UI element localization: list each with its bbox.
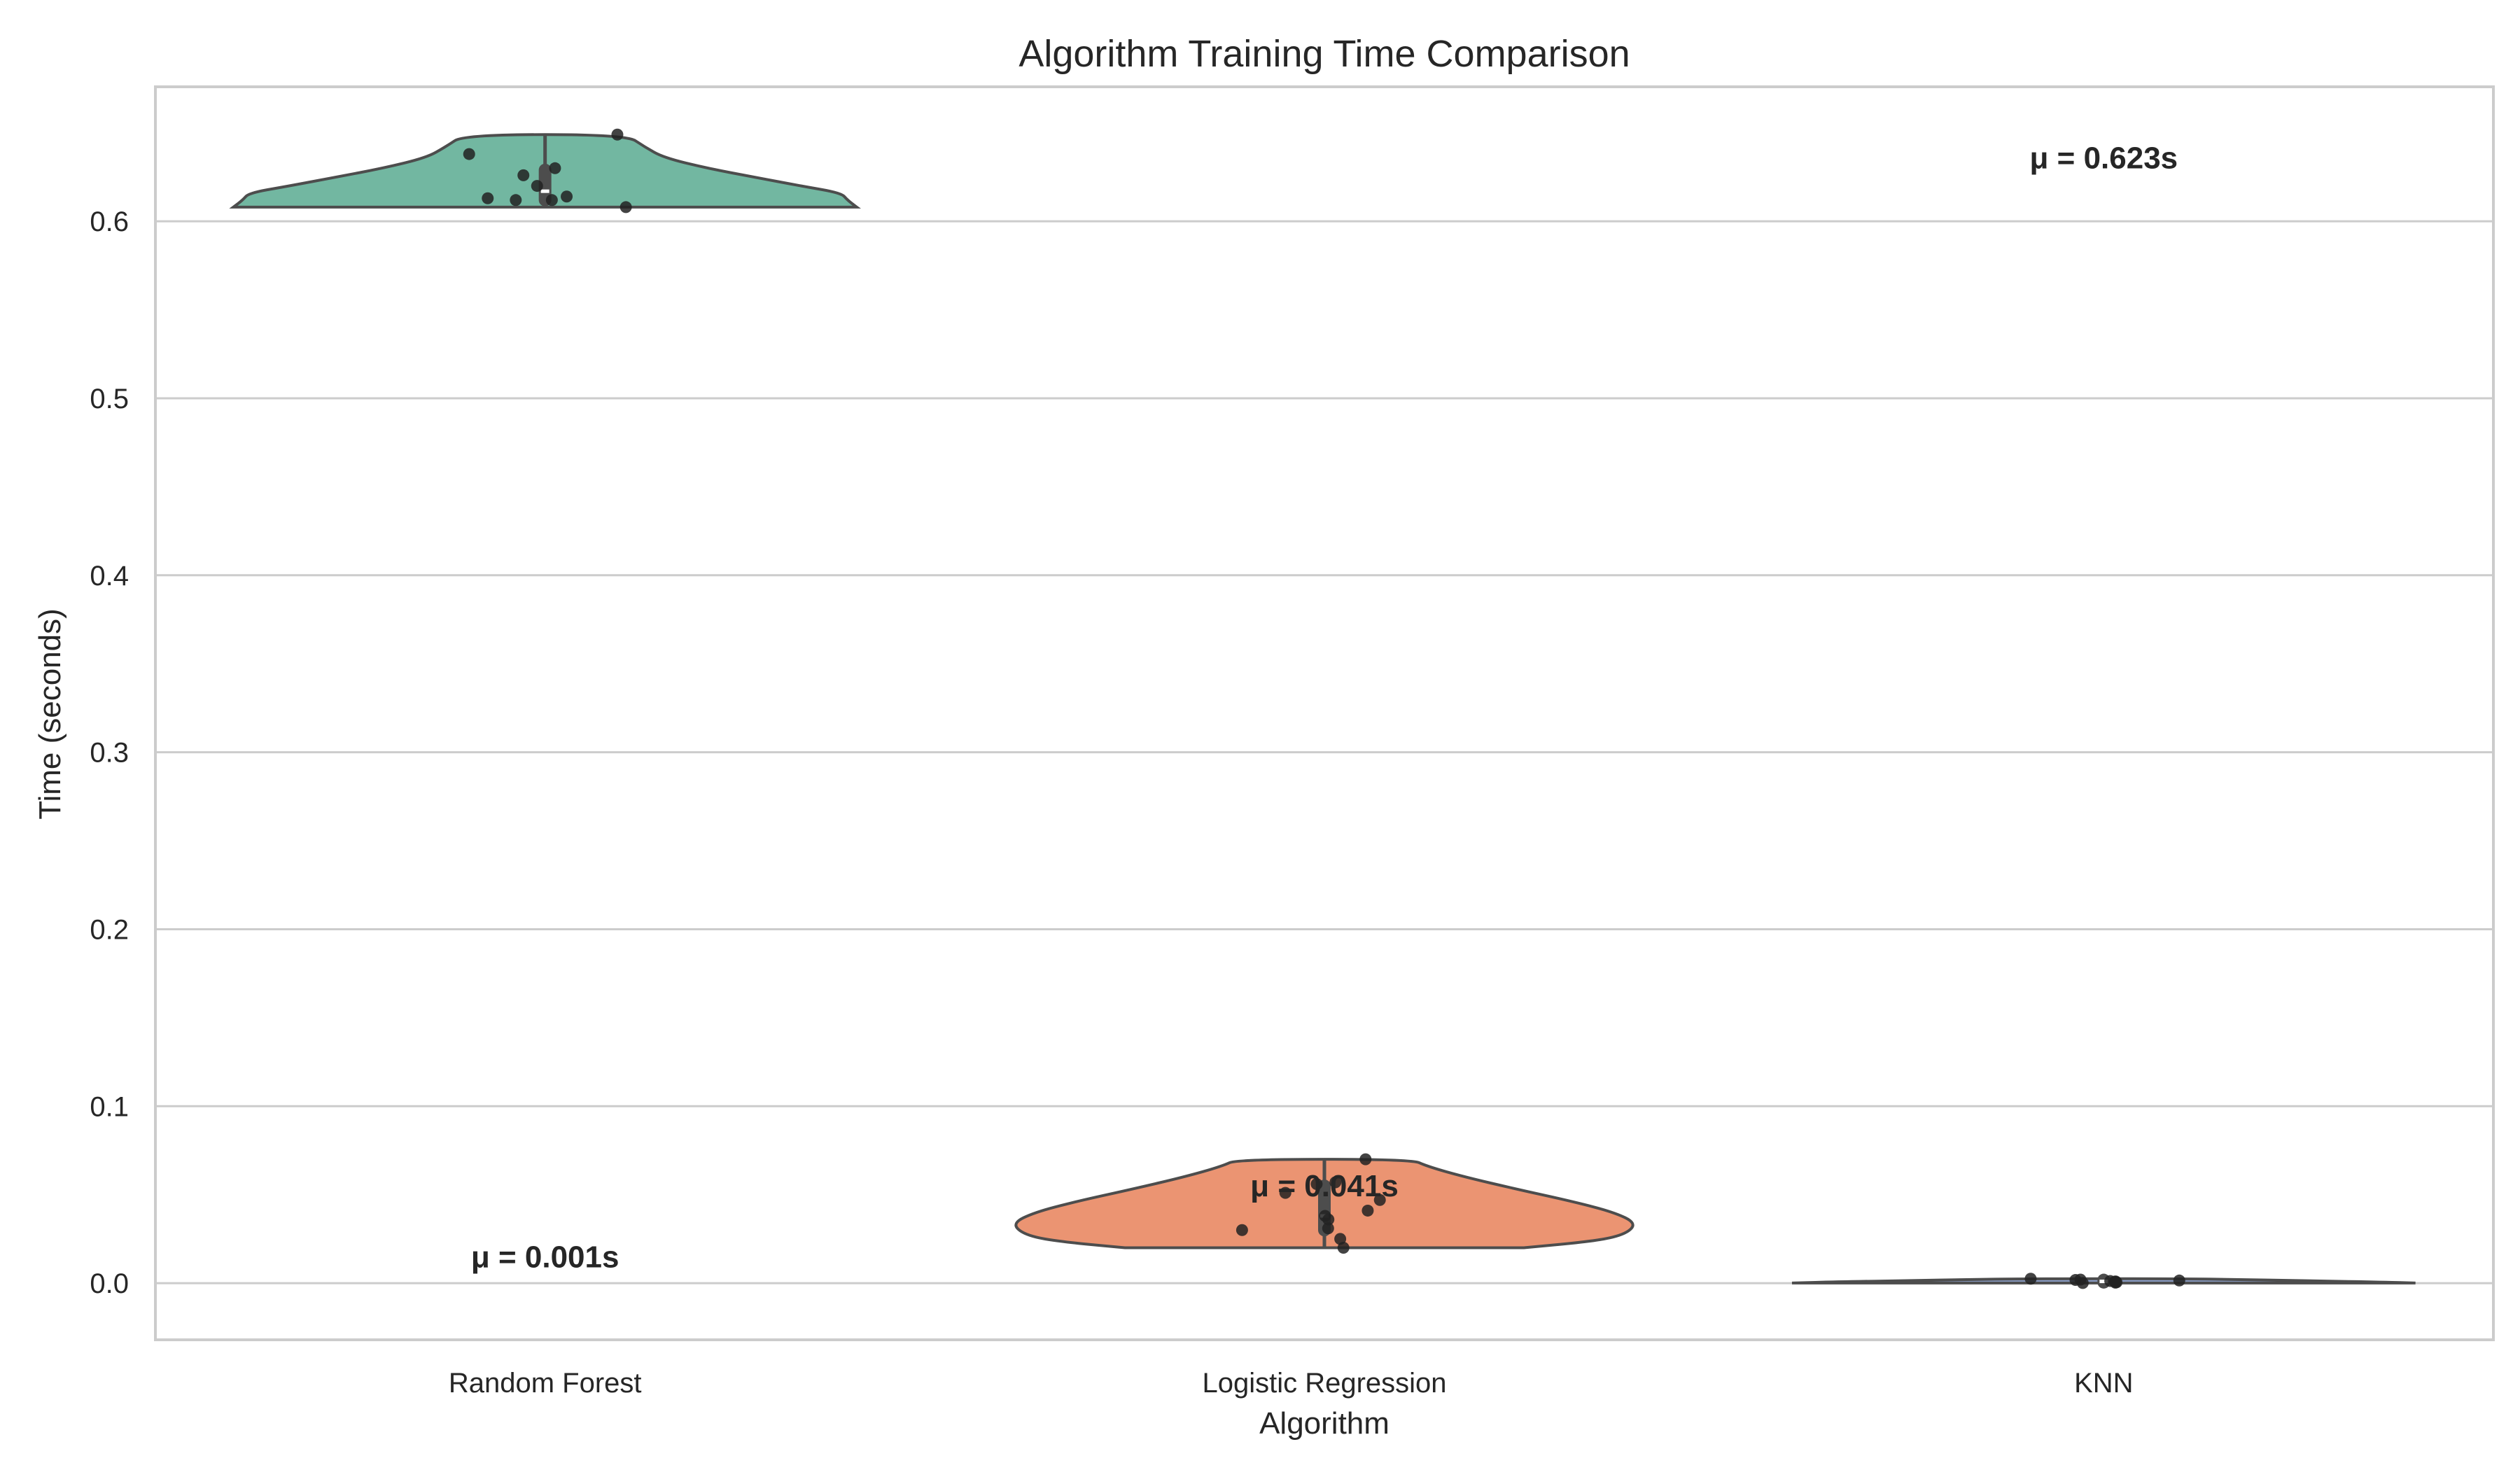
data-point [545, 194, 558, 206]
x-tick-label: Random Forest [449, 1368, 642, 1399]
y-tick-label: 0.1 [90, 1091, 129, 1122]
y-axis-label: Time (seconds) [33, 608, 67, 820]
violins [229, 133, 2416, 1284]
y-tick-labels: 0.0 0.1 0.2 0.3 0.4 0.5 0.6 [90, 206, 129, 1299]
gridlines [155, 220, 2493, 1284]
data-point [1279, 1186, 1292, 1199]
x-axis-label: Algorithm [1259, 1406, 1390, 1441]
data-point [1373, 1194, 1386, 1206]
box-median [540, 189, 550, 193]
data-point [1310, 1178, 1323, 1191]
data-point [463, 148, 475, 160]
y-tick-label: 0.2 [90, 914, 129, 945]
mean-annotation: μ = 0.001s [471, 1240, 620, 1274]
x-tick-label: Logistic Regression [1202, 1368, 1446, 1399]
data-point [1236, 1224, 1248, 1236]
plot-frame [154, 85, 2495, 1341]
data-point [531, 180, 543, 192]
mean-annotation: μ = 0.623s [2030, 141, 2178, 175]
annotations: μ = 0.623s μ = 0.041s μ = 0.001s [471, 141, 2178, 1274]
x-tick-labels: Random Forest Logistic Regression KNN [449, 1368, 2134, 1399]
data-point [510, 194, 522, 206]
data-point [2109, 1276, 2122, 1289]
data-point [561, 190, 573, 203]
data-point [1329, 1176, 1342, 1189]
data-point [620, 201, 632, 214]
data-point [2076, 1277, 2089, 1289]
inner-boxes [538, 134, 2110, 1289]
box-median [2099, 1280, 2108, 1284]
data-point [1322, 1222, 1334, 1235]
y-tick-label: 0.3 [90, 738, 129, 769]
data-point [2173, 1274, 2185, 1287]
y-tick-label: 0.0 [90, 1268, 129, 1299]
data-point [482, 192, 494, 204]
data-point [2024, 1273, 2037, 1285]
data-point [549, 162, 561, 174]
data-point [1322, 1213, 1335, 1226]
y-tick-label: 0.5 [90, 384, 129, 414]
mean-annotation: μ = 0.041s [1250, 1169, 1399, 1203]
chart-title: Algorithm Training Time Comparison [1018, 33, 1630, 75]
y-tick-label: 0.6 [90, 206, 129, 237]
data-point [611, 128, 624, 141]
data-point [1337, 1242, 1350, 1254]
y-tick-label: 0.4 [90, 561, 129, 592]
data-point [1359, 1153, 1372, 1166]
data-point [1362, 1204, 1374, 1217]
data-point [517, 169, 530, 181]
x-tick-label: KNN [2074, 1368, 2133, 1399]
data-points [463, 128, 2185, 1289]
